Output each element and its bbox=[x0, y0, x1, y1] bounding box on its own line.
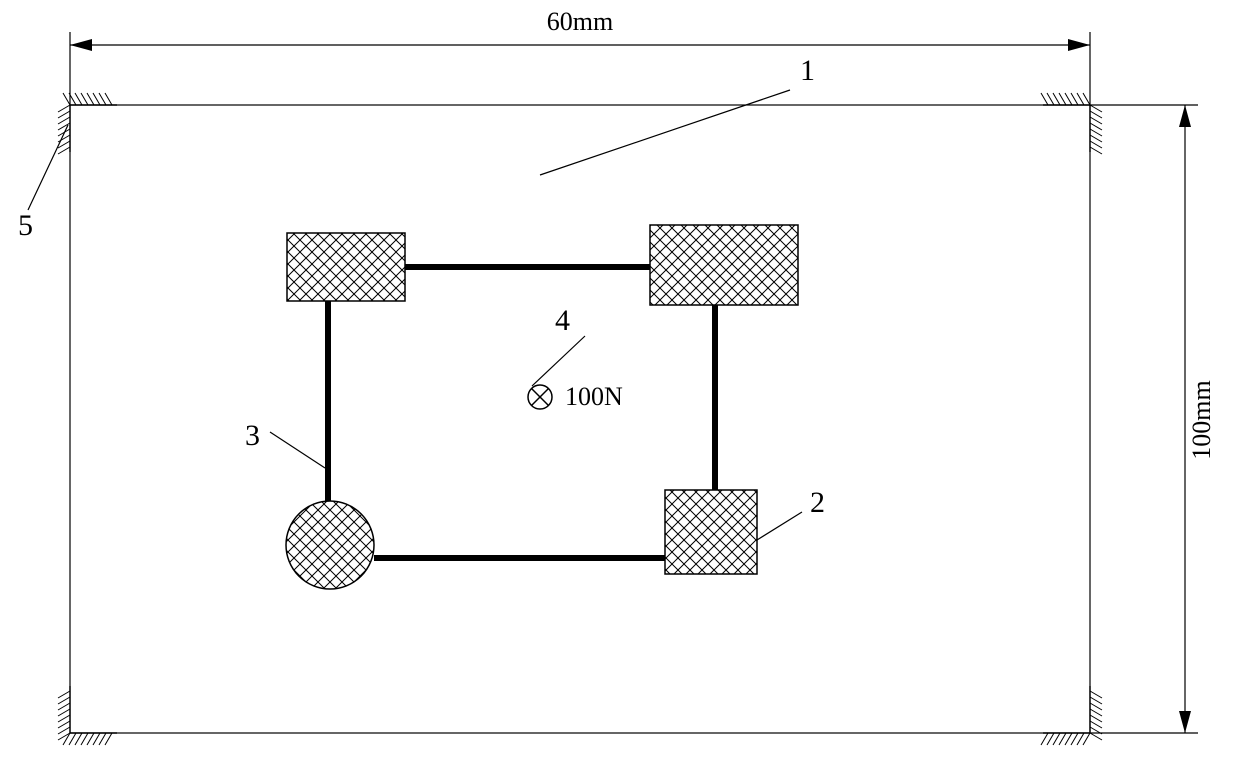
callout-number-3: 3 bbox=[245, 419, 260, 452]
hatched-block-bottom-right bbox=[665, 490, 757, 574]
callout-1: 1 bbox=[540, 54, 815, 175]
hatched-block-bottom-left-circle bbox=[286, 501, 374, 589]
fixed-support bbox=[1041, 686, 1102, 745]
callout-number-5: 5 bbox=[18, 209, 33, 242]
dimension-top-label: 60mm bbox=[547, 7, 613, 36]
force-label: 100N bbox=[565, 382, 623, 411]
fixed-support bbox=[58, 93, 117, 154]
callout-4: 4 bbox=[532, 304, 585, 386]
hatched-block-top-right bbox=[650, 225, 798, 305]
fixed-support bbox=[1041, 93, 1102, 154]
hatched-block-top-left bbox=[287, 233, 405, 301]
dimension-top: 60mm bbox=[70, 7, 1090, 105]
force-point: 100N bbox=[528, 382, 623, 411]
callout-number-2: 2 bbox=[810, 486, 825, 519]
design-domain-rect bbox=[70, 105, 1090, 733]
callout-3: 3 bbox=[245, 419, 325, 468]
stiffener-group bbox=[328, 267, 715, 558]
callout-5: 5 bbox=[18, 125, 68, 242]
dimension-right: 100mm bbox=[1090, 105, 1216, 733]
callout-2: 2 bbox=[757, 486, 825, 540]
callout-number-4: 4 bbox=[555, 304, 570, 337]
dimension-right-label: 100mm bbox=[1187, 380, 1216, 459]
callout-number-1: 1 bbox=[800, 54, 815, 87]
fixed-support bbox=[58, 686, 117, 745]
